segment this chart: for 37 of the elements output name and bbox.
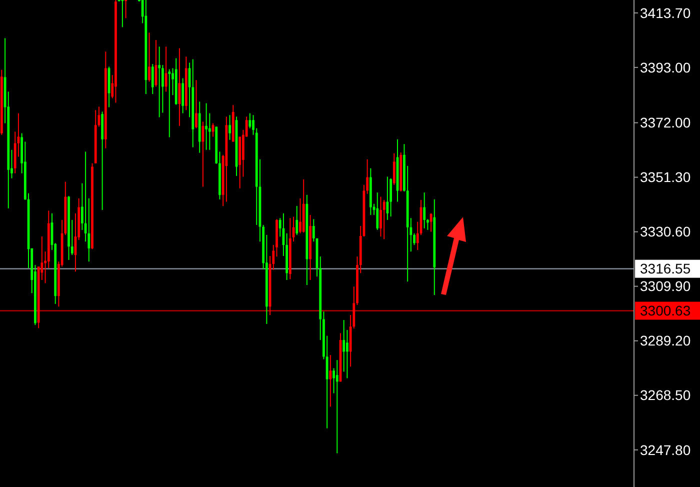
candlestick bbox=[312, 218, 315, 242]
candlestick bbox=[382, 199, 386, 240]
candlestick bbox=[248, 112, 252, 129]
candlestick bbox=[423, 192, 426, 229]
y-tick-label: 3309.90 bbox=[640, 278, 691, 294]
candlestick bbox=[151, 64, 154, 95]
candlestick bbox=[158, 46, 161, 118]
y-tick-label: 3351.30 bbox=[640, 169, 691, 186]
candlestick bbox=[430, 212, 432, 232]
y-tick-label: 3289.20 bbox=[640, 332, 691, 349]
candlestick bbox=[299, 198, 302, 234]
ref-line-label: 3300.63 bbox=[640, 302, 691, 319]
candlestick bbox=[346, 330, 348, 379]
candlestick bbox=[168, 68, 171, 138]
y-tick-label: 3247.80 bbox=[640, 442, 691, 458]
y-tick-label: 3268.50 bbox=[640, 387, 691, 404]
candlestick bbox=[202, 121, 204, 188]
candlestick bbox=[205, 102, 208, 150]
candlestick bbox=[121, 0, 124, 28]
candlestick bbox=[376, 192, 379, 230]
candlestick bbox=[329, 354, 332, 408]
y-tick-label: 3372.00 bbox=[640, 114, 691, 131]
candlestick bbox=[148, 32, 150, 82]
y-tick-label: 3413.70 bbox=[640, 4, 691, 21]
y-tick-label: 3330.60 bbox=[640, 224, 691, 240]
candlestick bbox=[336, 360, 338, 454]
candlestick bbox=[182, 78, 184, 114]
candlestick bbox=[296, 205, 298, 236]
candlestick bbox=[380, 196, 382, 238]
candlestick bbox=[124, 0, 127, 19]
candlestick bbox=[228, 114, 231, 140]
y-tick-label: 3393.00 bbox=[640, 59, 691, 76]
candlestick bbox=[392, 152, 396, 186]
candlestick bbox=[195, 80, 198, 129]
candlestick bbox=[390, 178, 392, 218]
candlestick bbox=[386, 176, 389, 220]
ref-line-label: 3316.55 bbox=[640, 260, 691, 277]
